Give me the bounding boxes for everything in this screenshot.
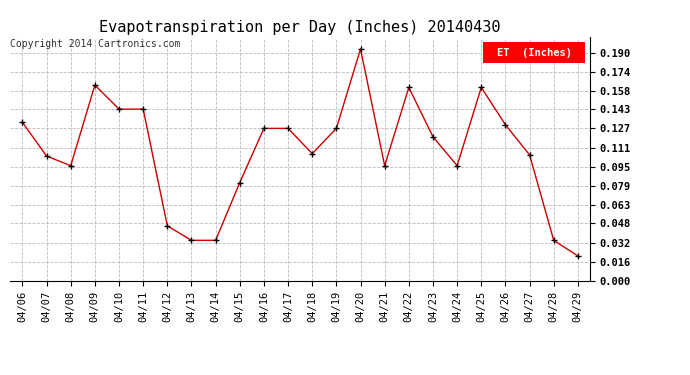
Text: ET  (Inches): ET (Inches) bbox=[497, 48, 571, 58]
Text: Copyright 2014 Cartronics.com: Copyright 2014 Cartronics.com bbox=[10, 39, 181, 49]
Title: Evapotranspiration per Day (Inches) 20140430: Evapotranspiration per Day (Inches) 2014… bbox=[99, 20, 501, 35]
